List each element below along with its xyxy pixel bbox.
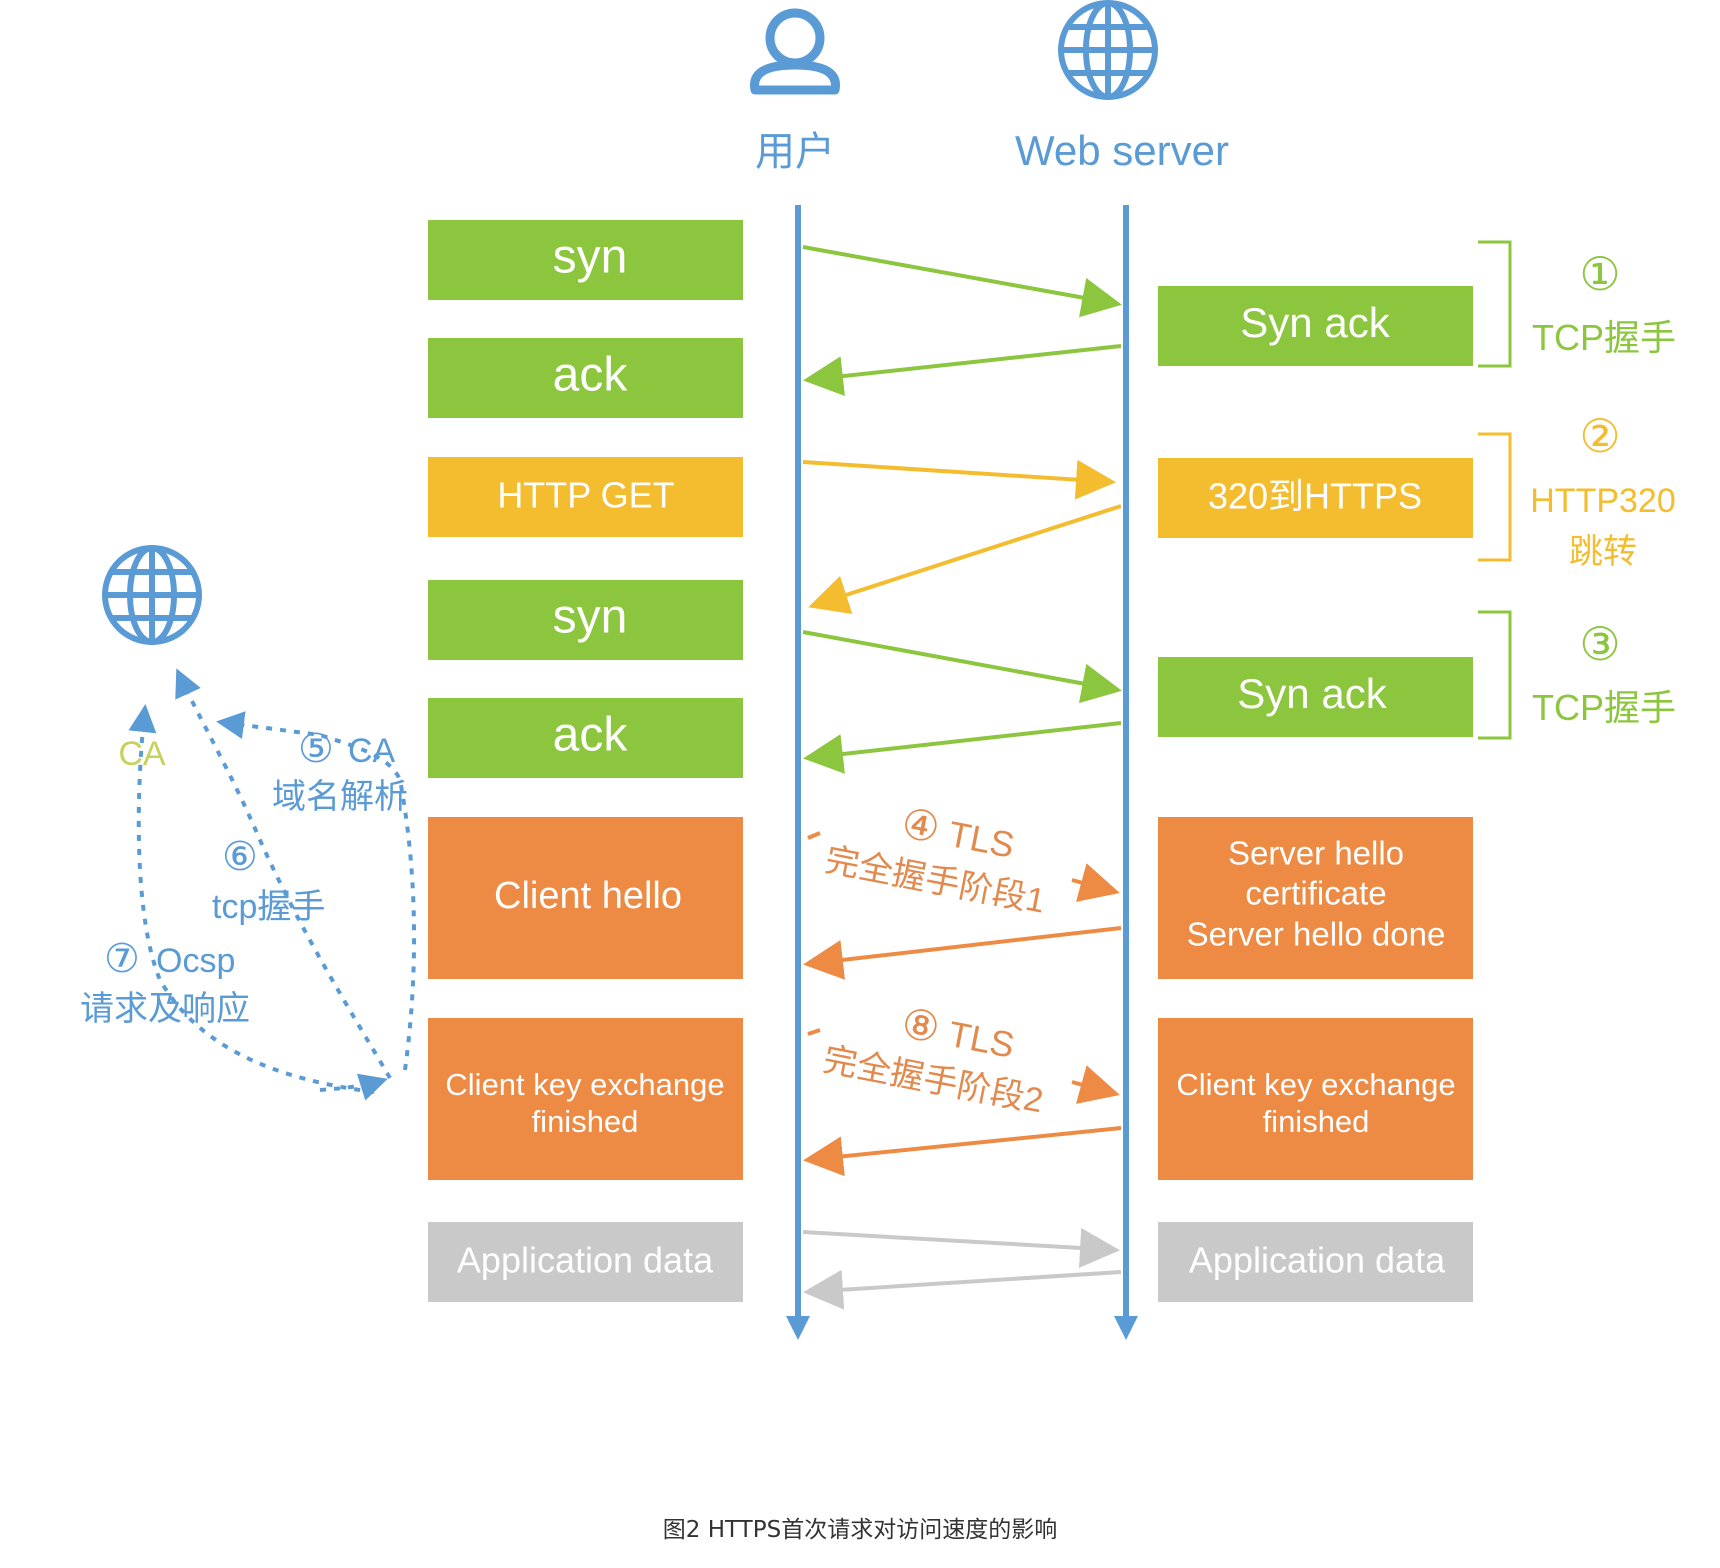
figure-caption: 图2 HTTPS首次请求对访问速度的影响 — [662, 1517, 1058, 1543]
phase-label: TCP握手 — [1532, 317, 1676, 358]
server-message-label: finished — [1263, 1104, 1370, 1139]
arrow-syn-ack-2 — [803, 721, 1122, 774]
client-label: 用户 — [755, 130, 835, 174]
arrow-client-hello — [807, 831, 1116, 892]
tls-step-number: ④ — [898, 799, 944, 852]
globe-icon — [102, 545, 202, 645]
server-message-label: certificate — [1245, 875, 1386, 912]
server-message: 320到HTTPS — [1158, 458, 1473, 538]
server-message-label: Application data — [1189, 1240, 1446, 1281]
client-message: ack — [428, 338, 743, 418]
server-message-label: Server hello — [1228, 835, 1404, 872]
server-message: Client key exchange finished — [1158, 1018, 1473, 1180]
arrow-syn-2 — [802, 630, 1122, 704]
client-actor: 用户 — [750, 8, 840, 174]
phase-bracket — [1478, 432, 1512, 562]
server-message-label: Syn ack — [1240, 299, 1390, 346]
client-message-label: ack — [553, 709, 629, 762]
ca-flow-dns — [216, 711, 417, 1071]
server-label: Web server — [1015, 127, 1229, 174]
phase-number: ② — [1579, 410, 1620, 462]
arrow-redirect — [808, 504, 1122, 614]
client-message: HTTP GET — [428, 457, 743, 537]
arrow-server-hello — [803, 926, 1122, 980]
server-message-label: Client key exchange — [1176, 1067, 1455, 1102]
ca-step-label: 请求及响应 — [80, 990, 250, 1028]
arrow-app-data-out — [802, 1227, 1120, 1268]
ca-step-labels: ⑤ CA 域名解析 ⑥ tcp握手 ⑦ Ocsp 请求及响应 — [80, 727, 408, 1028]
tls-step-title: TLS — [945, 1013, 1018, 1066]
server-message: Application data — [1158, 1222, 1473, 1302]
arrow-finished — [803, 1126, 1122, 1177]
ca-flows — [128, 668, 417, 1101]
client-message-label: finished — [532, 1104, 639, 1139]
arrow-app-data-in — [803, 1269, 1122, 1310]
server-message: Syn ack — [1158, 657, 1473, 737]
client-message: Client hello — [428, 817, 743, 979]
tls-step: ⑧ TLS 完全握手阶段2 — [820, 999, 1046, 1120]
phase-label: TCP握手 — [1532, 687, 1676, 728]
phase-label: 跳转 — [1569, 533, 1637, 571]
client-message: Client key exchange finished — [428, 1018, 743, 1180]
ca-step-number: ⑤ — [298, 727, 334, 771]
message-arrows — [802, 245, 1122, 1310]
client-lifeline — [786, 205, 810, 1340]
phase-label: HTTP320 — [1530, 482, 1676, 520]
ca-step-label: tcp握手 — [212, 888, 325, 926]
server-message-label: Syn ack — [1237, 670, 1387, 717]
tls-step-title: TLS — [945, 813, 1018, 866]
server-actor: Web server — [1015, 0, 1229, 174]
server-lifeline — [1114, 205, 1138, 1340]
ca-step-number: ⑥ — [222, 835, 258, 879]
ca-step-label: Ocsp — [156, 942, 235, 980]
client-message-label: syn — [553, 591, 628, 644]
server-message: Server hello certificate Server hello do… — [1158, 817, 1473, 979]
phase-brackets — [1478, 240, 1512, 740]
ca-flow-tcp — [175, 668, 392, 1080]
globe-icon — [1058, 0, 1158, 100]
ca-flow-return — [319, 1073, 388, 1101]
client-message-label: HTTP GET — [497, 475, 674, 516]
phase-bracket — [1478, 610, 1512, 740]
ca-flow-ocsp — [128, 704, 375, 1094]
phase-labels: ① TCP握手 ② HTTP320 跳转 ③ TCP握手 — [1530, 248, 1676, 728]
arrow-http-get — [802, 459, 1116, 500]
ca-step-label: CA — [348, 732, 396, 770]
server-message-label: Server hello done — [1187, 916, 1446, 953]
client-message-label: syn — [553, 231, 628, 284]
client-message: syn — [428, 220, 743, 300]
tls-step-subtitle: 完全握手阶段1 — [822, 841, 1048, 921]
phase-number: ③ — [1579, 618, 1620, 670]
user-icon — [750, 8, 840, 95]
arrow-key-exchange — [807, 1028, 1116, 1094]
phase-number: ① — [1579, 248, 1620, 300]
client-message: ack — [428, 698, 743, 778]
tls-step-labels: ④ TLS 完全握手阶段1 ⑧ TLS 完全握手阶段2 — [820, 799, 1048, 1120]
ca-step-number: ⑦ — [104, 937, 140, 981]
arrow-syn-ack — [803, 344, 1122, 397]
ca-step-label: 域名解析 — [272, 778, 408, 816]
client-message-label: Application data — [457, 1240, 714, 1281]
client-message: Application data — [428, 1222, 743, 1302]
client-message-label: ack — [553, 349, 629, 402]
client-message-boxes: syn ack HTTP GET syn ack Client hello Cl… — [428, 220, 743, 1302]
tls-step: ④ TLS 完全握手阶段1 — [822, 799, 1048, 921]
ca-node: CA — [102, 545, 202, 773]
arrow-syn — [802, 245, 1122, 318]
tls-step-number: ⑧ — [898, 999, 944, 1052]
client-message: syn — [428, 580, 743, 660]
client-message-label: Client key exchange — [445, 1067, 724, 1102]
phase-bracket — [1478, 240, 1512, 368]
server-message-boxes: Syn ack 320到HTTPS Syn ack Server hello c… — [1158, 286, 1473, 1302]
client-message-label: Client hello — [494, 875, 682, 917]
server-message: Syn ack — [1158, 286, 1473, 366]
server-message-label: 320到HTTPS — [1208, 476, 1422, 517]
